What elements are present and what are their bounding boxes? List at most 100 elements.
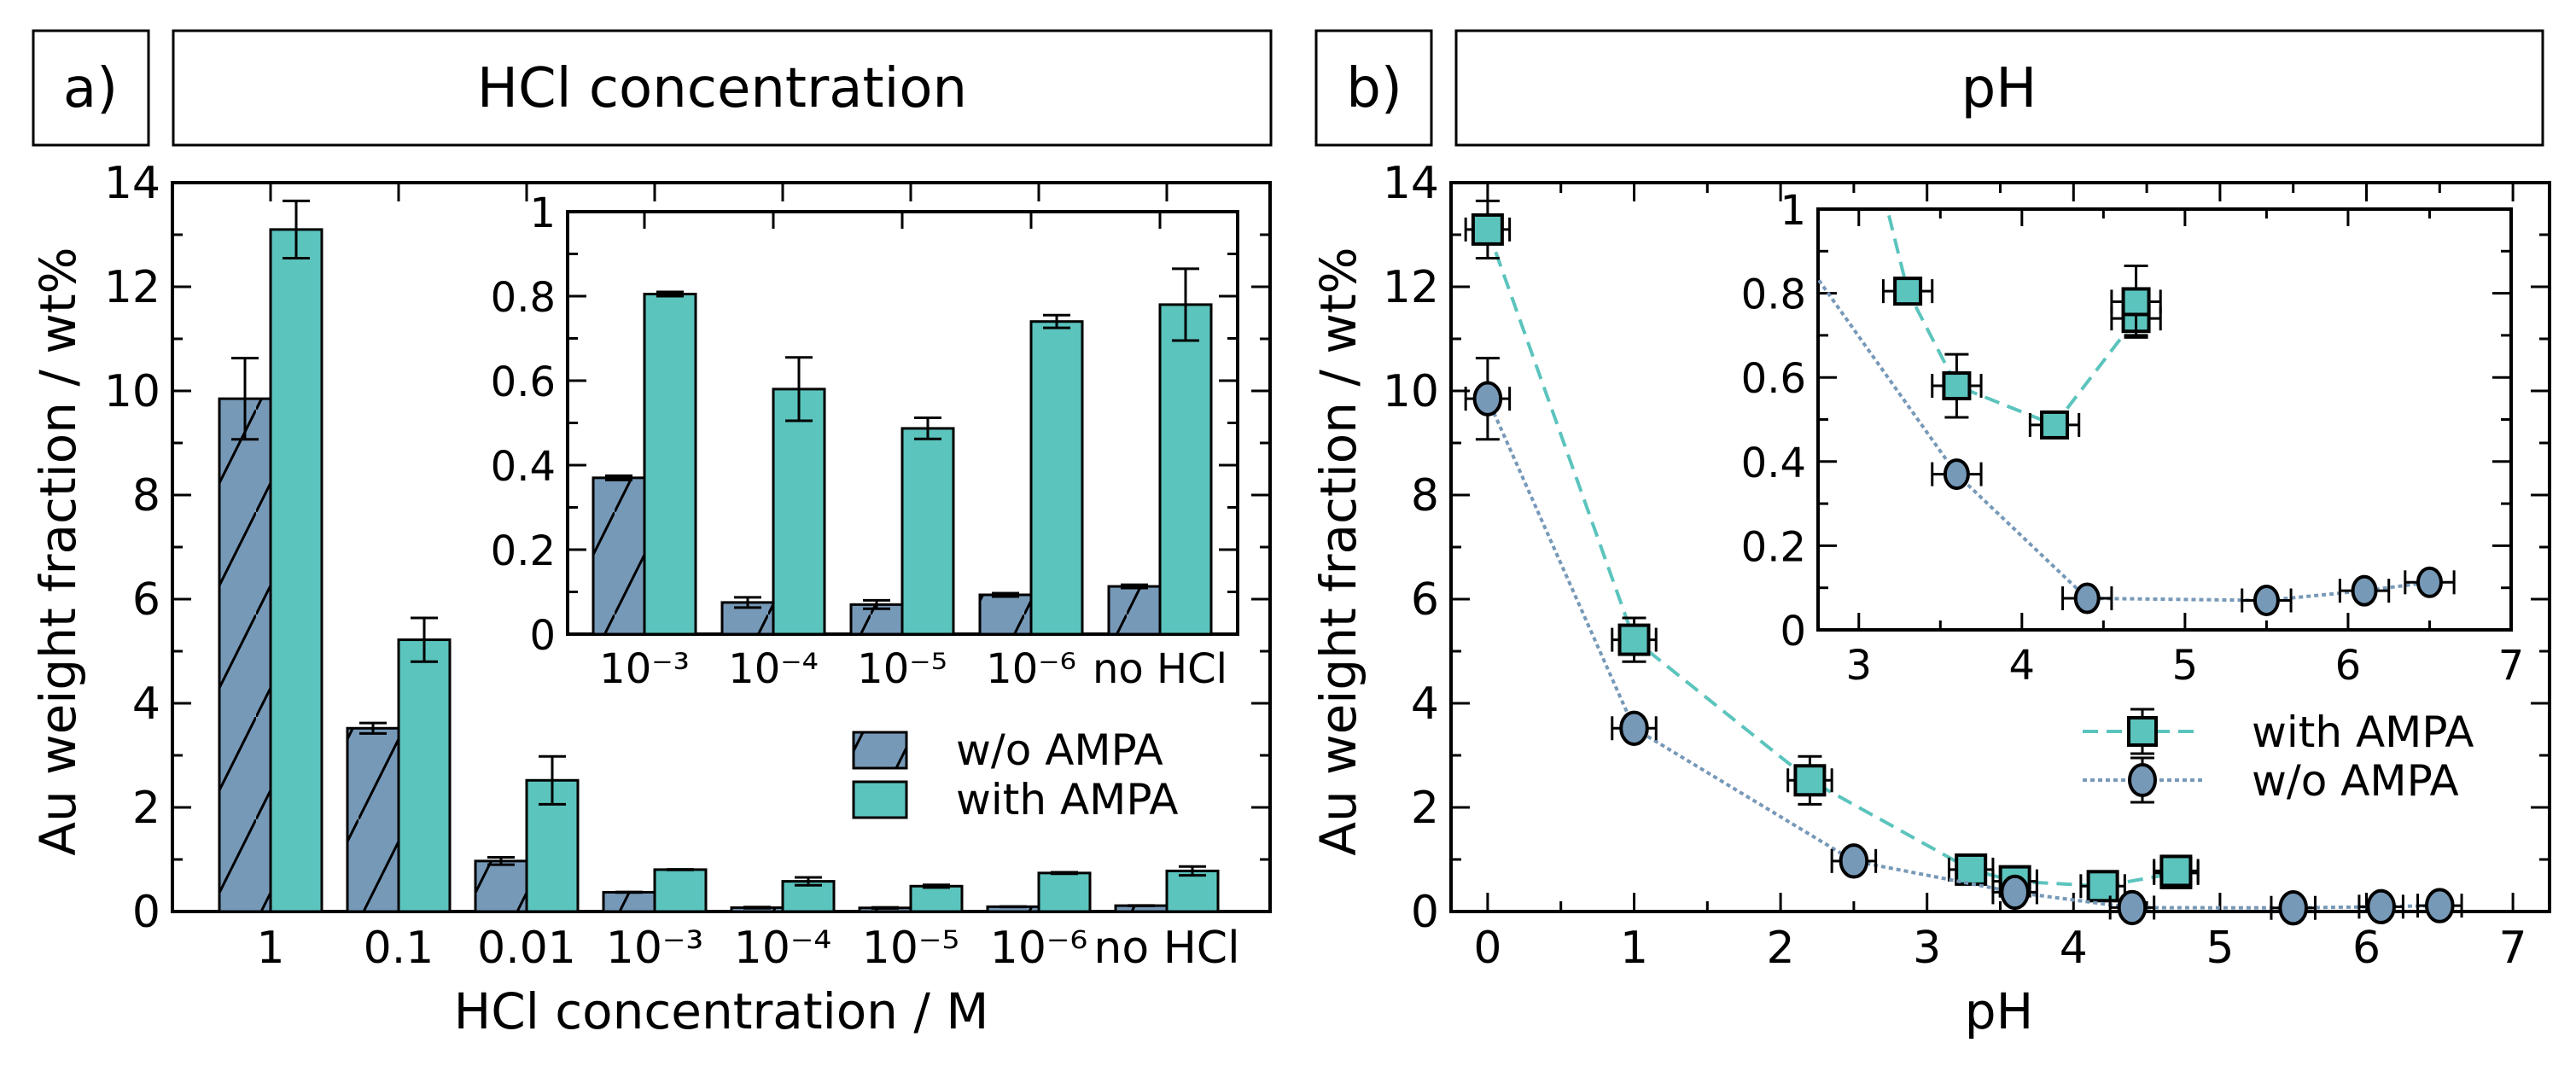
panel-a-bar-with-ampa (909, 884, 964, 913)
panel-b-inset-axes (1816, 207, 2513, 632)
panel-a-inset-y-tick-label: 1 (529, 189, 556, 237)
panel-a-inset-x-tick-label: 10⁻⁶ (986, 645, 1076, 693)
panel-b-x-tick-label: 4 (2060, 923, 2088, 974)
panel-b-x-tick-label: 3 (1913, 923, 1941, 974)
panel-b-data-point (1793, 764, 1827, 797)
panel-a-inset-x-tick-label: no HCl (1093, 645, 1227, 693)
panel-a-inset-bar-with-ampa (1158, 303, 1213, 636)
panel-a-ylabel: Au weight fraction / wt% (29, 247, 87, 855)
panel-b-inset-data-point (2121, 287, 2151, 317)
panel-a-inset-bar-without-ampa (592, 476, 646, 636)
panel-b-inset-data-point (1943, 458, 1970, 491)
panel-a-y-tick-label: 6 (132, 574, 160, 626)
panel-b-data-point (1955, 853, 1988, 886)
panel-a-inset-y-tick-label: 0.6 (491, 358, 556, 406)
panel-b-x-tick-label: 7 (2499, 923, 2527, 974)
panel-b-inset-series-line (1818, 276, 2430, 603)
panel-b-inset-data-point (2351, 574, 2378, 607)
panel-b-inset-series-without-ampa (1818, 276, 2456, 616)
panel-b-data-point (2086, 870, 2119, 903)
panel-a-inset-x-tick-label: 10⁻⁵ (857, 645, 947, 693)
panel-b-inset-x-tick-label: 4 (2009, 642, 2036, 690)
panel-a-bar-without-ampa (218, 397, 272, 913)
panel-b-x-tick-label: 1 (1620, 923, 1648, 974)
panel-a-inset-bar-with-ampa (643, 293, 697, 636)
panel-b-x-tick-label: 5 (2206, 923, 2234, 974)
panel-b-inset-series-with-ampa (1881, 209, 2162, 440)
panel-a-x-tick-label: 10⁻⁴ (734, 923, 831, 974)
panel-a-header: a) HCl concentration (32, 29, 1273, 147)
panel-b-label: b) (1346, 57, 1402, 120)
panel-b-inset-y-tick-label: 0.4 (1741, 440, 1806, 487)
panel-a-title: HCl concentration (477, 57, 967, 120)
panel-a-inset-x-tick-label: 10⁻³ (599, 645, 690, 693)
panel-b-inset-data-point (1942, 371, 1972, 401)
panel-a-bar-without-ampa (346, 726, 400, 913)
panel-b-data-point (1472, 381, 1503, 416)
panel-a-bar-without-ampa (474, 859, 528, 913)
panel-a-inset-bar-with-ampa (900, 427, 955, 636)
panel-b-inset-y-tick-label: 1 (1780, 187, 1806, 235)
panel-b-y-tick-label: 0 (1411, 887, 1439, 938)
panel-a-inset-bar-with-ampa (1029, 320, 1084, 636)
panel-a-inset-y-tick-label: 0.4 (491, 443, 556, 491)
panel-a-x-tick-label: 0.01 (477, 923, 576, 974)
panel-a-x-tick-label: 10⁻⁵ (862, 923, 959, 974)
panel-a-y-tick-label: 0 (132, 887, 160, 938)
panel-a-bar-with-ampa (269, 228, 323, 913)
panel-a-x-tick-label: 1 (256, 923, 284, 974)
panel-b-inset-data-point (2073, 582, 2101, 615)
panel-b-x-tick-label: 6 (2352, 923, 2381, 974)
legend-label-without-ampa: w/o AMPA (2252, 756, 2459, 806)
panel-b-y-tick-label: 10 (1383, 366, 1439, 417)
panel-b-inset-x-tick-label: 3 (1845, 642, 1872, 690)
panel-a-label-box (32, 29, 150, 147)
panel-b-inset-x-tick-label: 5 (2172, 642, 2199, 690)
panel-a-bar-with-ampa (1165, 869, 1220, 913)
legend-swatch-with-ampa (852, 780, 908, 819)
panel-b-header: b) pH (1314, 29, 2544, 147)
panel-b-x-tick-label: 0 (1473, 923, 1501, 974)
panel-a-y-tick-label: 10 (104, 366, 160, 417)
panel-a-y-tick-label: 12 (104, 262, 160, 313)
panel-b-data-point (2159, 854, 2193, 888)
panel-a-x-tick-label: 10⁻³ (606, 923, 703, 974)
panel-a-title-box (172, 29, 1273, 147)
panel-a-inset-y-tick-label: 0 (529, 612, 556, 660)
panel-b-data-point (1617, 623, 1651, 656)
panel-b-y-tick-label: 4 (1411, 679, 1439, 730)
panel-b-inset-y-tick-label: 0.2 (1741, 523, 1806, 571)
panel-b-title-box (1454, 29, 2544, 147)
panel-b-inset-data-point (1893, 277, 1923, 306)
panel-b-y-tick-label: 2 (1411, 783, 1439, 834)
legend-marker-without-ampa (2128, 763, 2157, 797)
panel-a-inset-bar-without-ampa (1107, 585, 1162, 636)
panel-b-data-point (1471, 213, 1504, 246)
panel-a-y-tick-label: 14 (104, 158, 160, 209)
panel-b-inset-data-point (2416, 566, 2443, 598)
panel-b-inset-data-point (2253, 584, 2280, 616)
panel-a-x-tick-label: 10⁻⁶ (990, 923, 1087, 974)
panel-b-series-without-ampa (1464, 357, 2463, 926)
panel-b-y-tick-label: 6 (1411, 574, 1439, 626)
panel-b-inset-series-line (1885, 209, 2138, 428)
panel-b-data-point (2425, 888, 2455, 923)
panel-a-bar-with-ampa (653, 868, 708, 913)
panel-a-y-tick-label: 4 (132, 679, 160, 730)
legend-swatch-without-ampa (852, 731, 908, 770)
panel-a-x-tick-label: no HCl (1093, 923, 1239, 974)
panel-a-x-tick-label: 0.1 (364, 923, 434, 974)
panel-a-bar-with-ampa (1037, 871, 1092, 913)
panel-b-data-point (1619, 710, 1649, 746)
legend-marker-with-ampa (2127, 716, 2158, 747)
panel-b-inset-y-tick-label: 0.6 (1741, 355, 1806, 403)
legend-label-without-ampa: w/o AMPA (956, 725, 1163, 775)
panel-b-y-tick-label: 8 (1411, 470, 1439, 521)
panel-a-inset-y-tick-label: 0.8 (491, 274, 556, 322)
panel-b-label-box (1314, 29, 1433, 147)
panel-a-inset-bar-with-ampa (772, 387, 826, 636)
panel-b-title: pH (1961, 57, 2037, 120)
panel-b-xlabel: pH (1965, 982, 2033, 1040)
panel-b-y-tick-label: 12 (1383, 262, 1439, 313)
